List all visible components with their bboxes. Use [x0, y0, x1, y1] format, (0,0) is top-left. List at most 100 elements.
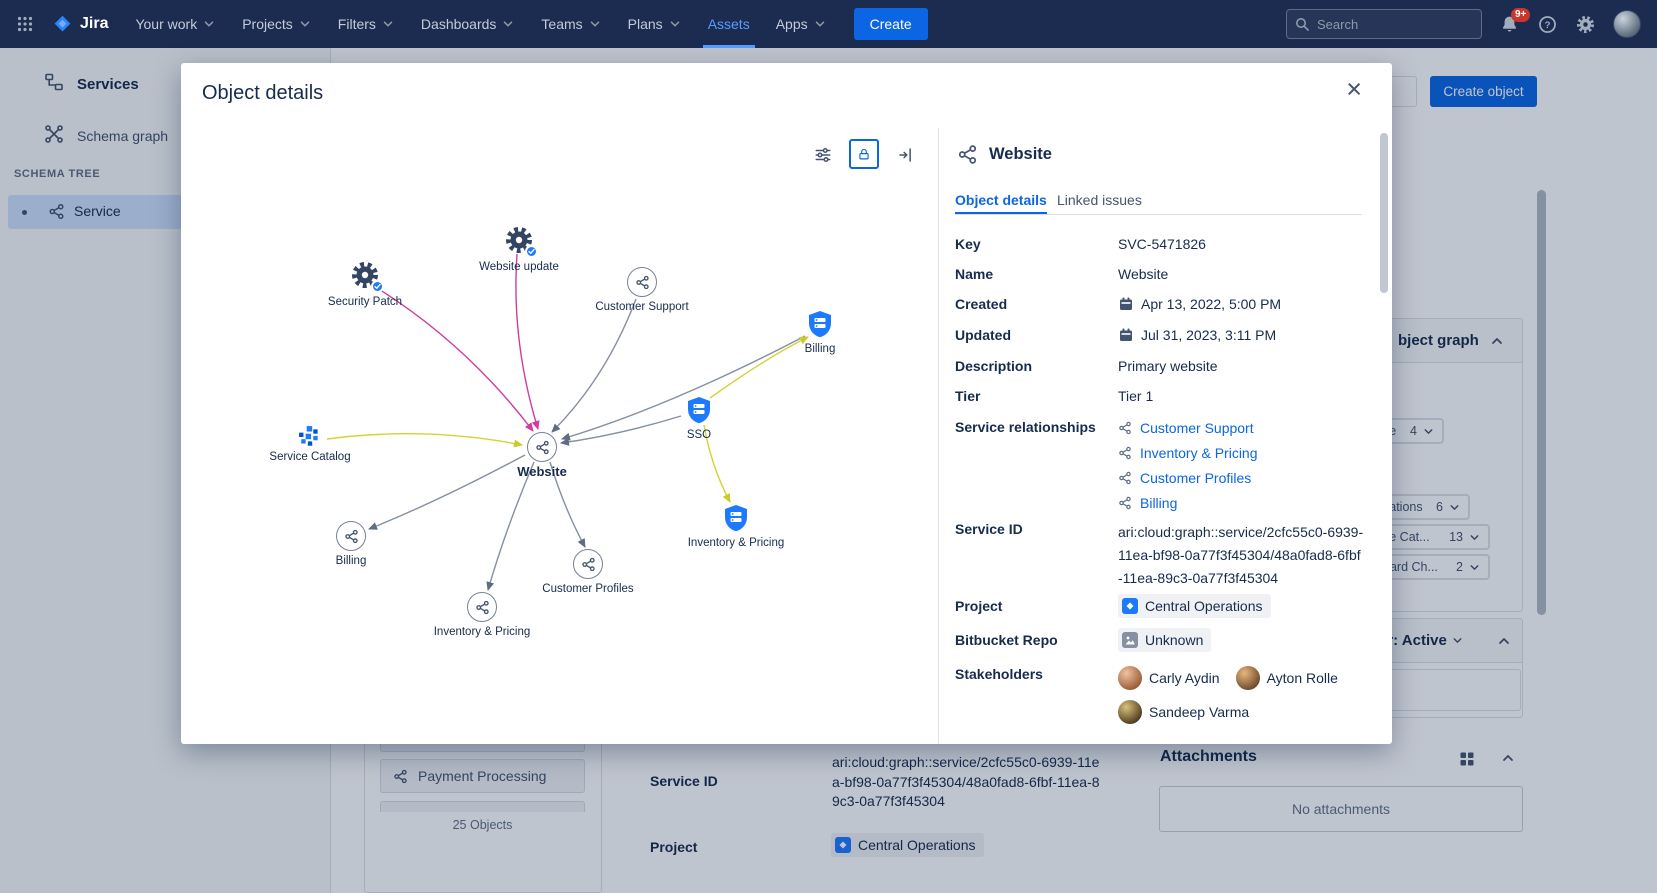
modal-scrollbar[interactable]	[1380, 133, 1388, 293]
jira-logo[interactable]: Jira	[52, 14, 108, 35]
lock-toggle-button[interactable]	[849, 139, 879, 169]
chevron-up-icon[interactable]	[1496, 633, 1512, 654]
graph-node-label: SSO	[686, 429, 712, 441]
tab-object-details[interactable]: Object details	[955, 192, 1047, 214]
service-type-icon	[48, 203, 65, 225]
select-count: 6	[1436, 500, 1443, 514]
relationship-link-customer-support[interactable]: Customer Support	[1140, 420, 1254, 436]
nav-item-plans[interactable]: Plans	[623, 0, 687, 48]
graph-filter-select-3[interactable]: dard Ch... 2	[1374, 554, 1490, 580]
field-value: Primary website	[1118, 358, 1218, 374]
graph-settings-button[interactable]	[808, 140, 838, 170]
graph-node-website-update[interactable]	[503, 224, 538, 258]
schema-graph-icon	[44, 124, 64, 147]
nav-item-filters[interactable]: Filters	[333, 0, 400, 48]
create-button[interactable]: Create	[853, 8, 928, 40]
field-label: Bitbucket Repo	[955, 632, 1058, 648]
top-nav: Jira Your work Projects Filters Dashboards T…	[0, 0, 1657, 48]
sign-in-icon	[899, 148, 911, 162]
graph-filter-select-2[interactable]: ce Cat... 13	[1374, 524, 1490, 550]
user-avatar	[1613, 10, 1641, 38]
create-object-button[interactable]: Create object	[1430, 76, 1537, 107]
expand-panel-button[interactable]	[891, 140, 921, 170]
chevron-up-icon[interactable]	[1489, 333, 1505, 354]
stakeholder-sandeep-varma: Sandeep Varma	[1118, 700, 1249, 724]
modal-title: Object details	[202, 82, 324, 104]
grid-view-icon[interactable]	[1458, 750, 1476, 773]
comment-input[interactable]	[1375, 669, 1521, 711]
graph-node-label: Website update	[479, 261, 559, 273]
graph-node-label: Customer Support	[595, 301, 689, 313]
avatar	[1118, 700, 1142, 724]
bitbucket-repo-chip[interactable]: Unknown	[1118, 628, 1212, 652]
graph-node-inventory-pricing-shield[interactable]	[721, 503, 751, 538]
calendar-icon	[1118, 327, 1134, 343]
avatar	[1235, 666, 1260, 690]
sliders-icon	[815, 147, 831, 163]
search-input[interactable]	[1286, 9, 1482, 39]
graph-node-website[interactable]	[527, 432, 557, 462]
help-icon: ?	[1539, 15, 1556, 33]
avatar	[1118, 666, 1142, 690]
graph-node-customer-profiles[interactable]	[573, 549, 603, 579]
graph-node-service-catalog[interactable]	[298, 425, 322, 454]
graph-node-security-patch[interactable]	[349, 259, 384, 293]
nav-item-dashboards[interactable]: Dashboards	[416, 0, 521, 48]
object-list-item-payment-processing[interactable]: Payment Processing	[380, 759, 585, 793]
svg-text:?: ?	[1545, 20, 1551, 31]
notifications-button[interactable]: 9+	[1499, 7, 1531, 35]
field-label: Stakeholders	[955, 666, 1043, 682]
field-value: Jul 31, 2023, 3:11 PM	[1141, 327, 1277, 343]
graph-node-inventory-pricing[interactable]	[467, 592, 497, 622]
page-scrollbar[interactable]	[1537, 190, 1546, 615]
relationship-row: Billing	[1118, 495, 1365, 511]
chevron-down-icon[interactable]	[1451, 634, 1464, 647]
field-label: Tier	[955, 388, 981, 404]
graph-node-sso[interactable]	[684, 395, 714, 430]
nav-item-apps[interactable]: Apps	[771, 0, 832, 48]
tab-linked-issues[interactable]: Linked issues	[1057, 192, 1142, 208]
graph-node-billing[interactable]	[336, 521, 366, 551]
graph-node-billing-top[interactable]	[805, 309, 835, 344]
nav-menu: Your work Projects Filters Dashboards Teams P…	[130, 0, 847, 48]
select-label: ce Cat...	[1383, 530, 1430, 544]
field-label: Service ID	[955, 521, 1023, 537]
relationship-link-billing[interactable]: Billing	[1140, 495, 1178, 511]
object-graph-canvas[interactable]: Website update Security Patch Customer Sup…	[181, 128, 938, 744]
project-chip[interactable]: Central Operations	[1118, 594, 1271, 618]
stakeholder-name: Carly Aydin	[1149, 670, 1220, 686]
graph-node-label: Billing	[804, 343, 836, 355]
object-list-item-label: Payment Processing	[418, 768, 547, 784]
help-button[interactable]: ?	[1537, 14, 1558, 35]
relationship-link-customer-profiles[interactable]: Customer Profiles	[1140, 470, 1252, 486]
filter-active-label: er: Active	[1379, 632, 1447, 649]
project-chip[interactable]: Central Operations	[831, 833, 984, 857]
stakeholder-name: Sandeep Varma	[1149, 704, 1250, 720]
field-row-service-id: Service ID ari:cloud:graph::service/2cfc…	[955, 521, 1365, 590]
nav-item-projects[interactable]: Projects	[237, 0, 317, 48]
graph-node-customer-support[interactable]	[627, 267, 657, 297]
nav-item-your-work[interactable]: Your work	[130, 0, 221, 48]
object-list-item-partial[interactable]	[380, 801, 585, 812]
stakeholder-carly-aydin: Carly Aydin	[1118, 666, 1220, 690]
graph-edge-sso-billing-top	[709, 336, 809, 399]
close-icon[interactable]: ×	[1340, 75, 1368, 104]
graph-edge-website-inventory-pricing	[486, 461, 535, 591]
field-row-created: Created Apr 13, 2022, 5:00 PM	[955, 296, 1365, 312]
attachments-heading: Attachments	[1160, 748, 1257, 765]
sidebar-item-schema-graph[interactable]: Schema graph	[44, 124, 168, 147]
settings-button[interactable]	[1575, 14, 1596, 35]
project-name: Central Operations	[858, 837, 976, 853]
graph-edge-security-patch-website	[373, 285, 534, 432]
nav-item-assets[interactable]: Assets	[703, 0, 755, 48]
object-list-item-partial[interactable]	[380, 744, 585, 752]
profile-button[interactable]	[1613, 10, 1641, 38]
relationship-row: Customer Support	[1118, 420, 1365, 436]
chevron-up-icon[interactable]	[1500, 750, 1516, 771]
app-switcher-icon[interactable]	[16, 15, 34, 33]
relationship-link-inventory-pricing[interactable]: Inventory & Pricing	[1140, 445, 1258, 461]
select-count: 4	[1410, 424, 1417, 438]
sidebar-item-services[interactable]: Services	[44, 72, 139, 96]
schema-tree-heading: SCHEMA TREE	[14, 168, 101, 180]
nav-item-teams[interactable]: Teams	[536, 0, 606, 48]
